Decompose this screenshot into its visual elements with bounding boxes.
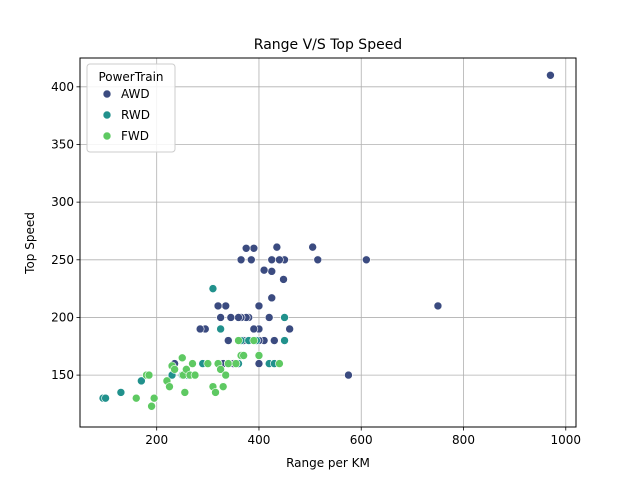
point-fwd xyxy=(254,351,264,360)
point-rwd xyxy=(101,393,110,403)
point-awd xyxy=(264,313,274,322)
point-awd xyxy=(285,324,294,334)
point-fwd xyxy=(131,393,141,403)
point-rwd xyxy=(116,388,126,397)
point-awd xyxy=(267,267,277,276)
point-awd xyxy=(272,242,282,252)
y-axis-label: Top Speed xyxy=(23,212,37,275)
point-fwd xyxy=(190,370,200,380)
point-awd xyxy=(546,70,555,80)
point-fwd xyxy=(144,370,154,380)
plot-frame xyxy=(79,57,577,428)
point-awd xyxy=(313,255,323,265)
legend-title: PowerTrain xyxy=(98,70,163,84)
point-awd xyxy=(362,255,371,265)
point-awd xyxy=(275,255,284,265)
y-tick-label: 350 xyxy=(51,137,74,151)
chart-title: Range V/S Top Speed xyxy=(254,37,402,53)
legend-marker-awd xyxy=(102,89,112,99)
point-awd xyxy=(221,301,231,311)
point-fwd xyxy=(165,382,174,391)
point-fwd xyxy=(231,359,241,368)
point-awd xyxy=(234,313,243,322)
point-fwd xyxy=(239,351,248,360)
x-tick-label: 200 xyxy=(145,433,168,447)
point-awd xyxy=(270,336,279,345)
point-fwd xyxy=(149,393,159,403)
point-awd xyxy=(267,293,277,303)
point-fwd xyxy=(188,359,197,368)
y-tick-label: 200 xyxy=(51,310,74,324)
x-tick-label: 400 xyxy=(248,433,271,447)
point-fwd xyxy=(221,370,231,380)
point-awd xyxy=(246,255,256,265)
point-fwd xyxy=(147,401,156,411)
point-fwd xyxy=(216,365,225,374)
point-awd xyxy=(236,255,246,265)
point-awd xyxy=(254,301,264,311)
x-tick-label: 800 xyxy=(452,433,475,447)
point-fwd xyxy=(249,336,259,345)
y-tick-label: 400 xyxy=(51,80,74,94)
point-fwd xyxy=(275,359,284,368)
point-awd xyxy=(216,313,225,322)
x-tick-label: 1000 xyxy=(550,433,581,447)
point-fwd xyxy=(211,388,220,397)
grid-lines xyxy=(80,58,576,427)
point-awd xyxy=(223,336,233,345)
y-tick-label: 150 xyxy=(51,368,74,382)
point-awd xyxy=(433,301,443,311)
point-fwd xyxy=(203,359,213,368)
point-awd xyxy=(249,243,259,253)
legend-box xyxy=(86,63,176,153)
point-awd xyxy=(249,324,259,334)
y-axis-ticks: 150 200 250 300 350 400 xyxy=(51,80,80,382)
y-tick-label: 250 xyxy=(51,253,74,267)
x-axis-label: Range per KM xyxy=(286,456,370,470)
point-awd xyxy=(241,243,251,253)
legend-label-fwd: FWD xyxy=(121,129,149,143)
point-rwd xyxy=(208,284,218,293)
data-points xyxy=(98,70,555,411)
legend-marker-rwd xyxy=(102,110,112,120)
point-rwd xyxy=(280,313,289,322)
point-fwd xyxy=(223,359,233,368)
point-fwd xyxy=(234,336,243,345)
point-fwd xyxy=(180,388,190,397)
point-fwd xyxy=(170,365,179,374)
legend-label-awd: AWD xyxy=(121,87,150,101)
point-rwd xyxy=(280,336,289,345)
point-awd xyxy=(344,370,353,380)
legend: PowerTrain AWD RWD FWD xyxy=(86,63,176,153)
legend-label-rwd: RWD xyxy=(121,108,150,122)
point-awd xyxy=(279,275,288,284)
x-axis-ticks: 200 400 600 800 1000 xyxy=(145,427,581,447)
point-awd xyxy=(213,301,223,311)
point-awd xyxy=(259,265,269,275)
point-awd xyxy=(308,242,317,252)
legend-marker-fwd xyxy=(102,131,112,141)
point-awd xyxy=(267,255,277,265)
point-awd xyxy=(226,313,236,322)
point-fwd xyxy=(177,353,187,363)
x-tick-label: 600 xyxy=(350,433,373,447)
point-fwd xyxy=(218,382,228,391)
point-awd xyxy=(195,324,205,334)
legend-items: AWD RWD FWD xyxy=(102,87,150,143)
point-awd xyxy=(254,359,264,368)
point-rwd xyxy=(216,324,225,334)
y-tick-label: 300 xyxy=(51,195,74,209)
point-rwd xyxy=(137,376,146,386)
